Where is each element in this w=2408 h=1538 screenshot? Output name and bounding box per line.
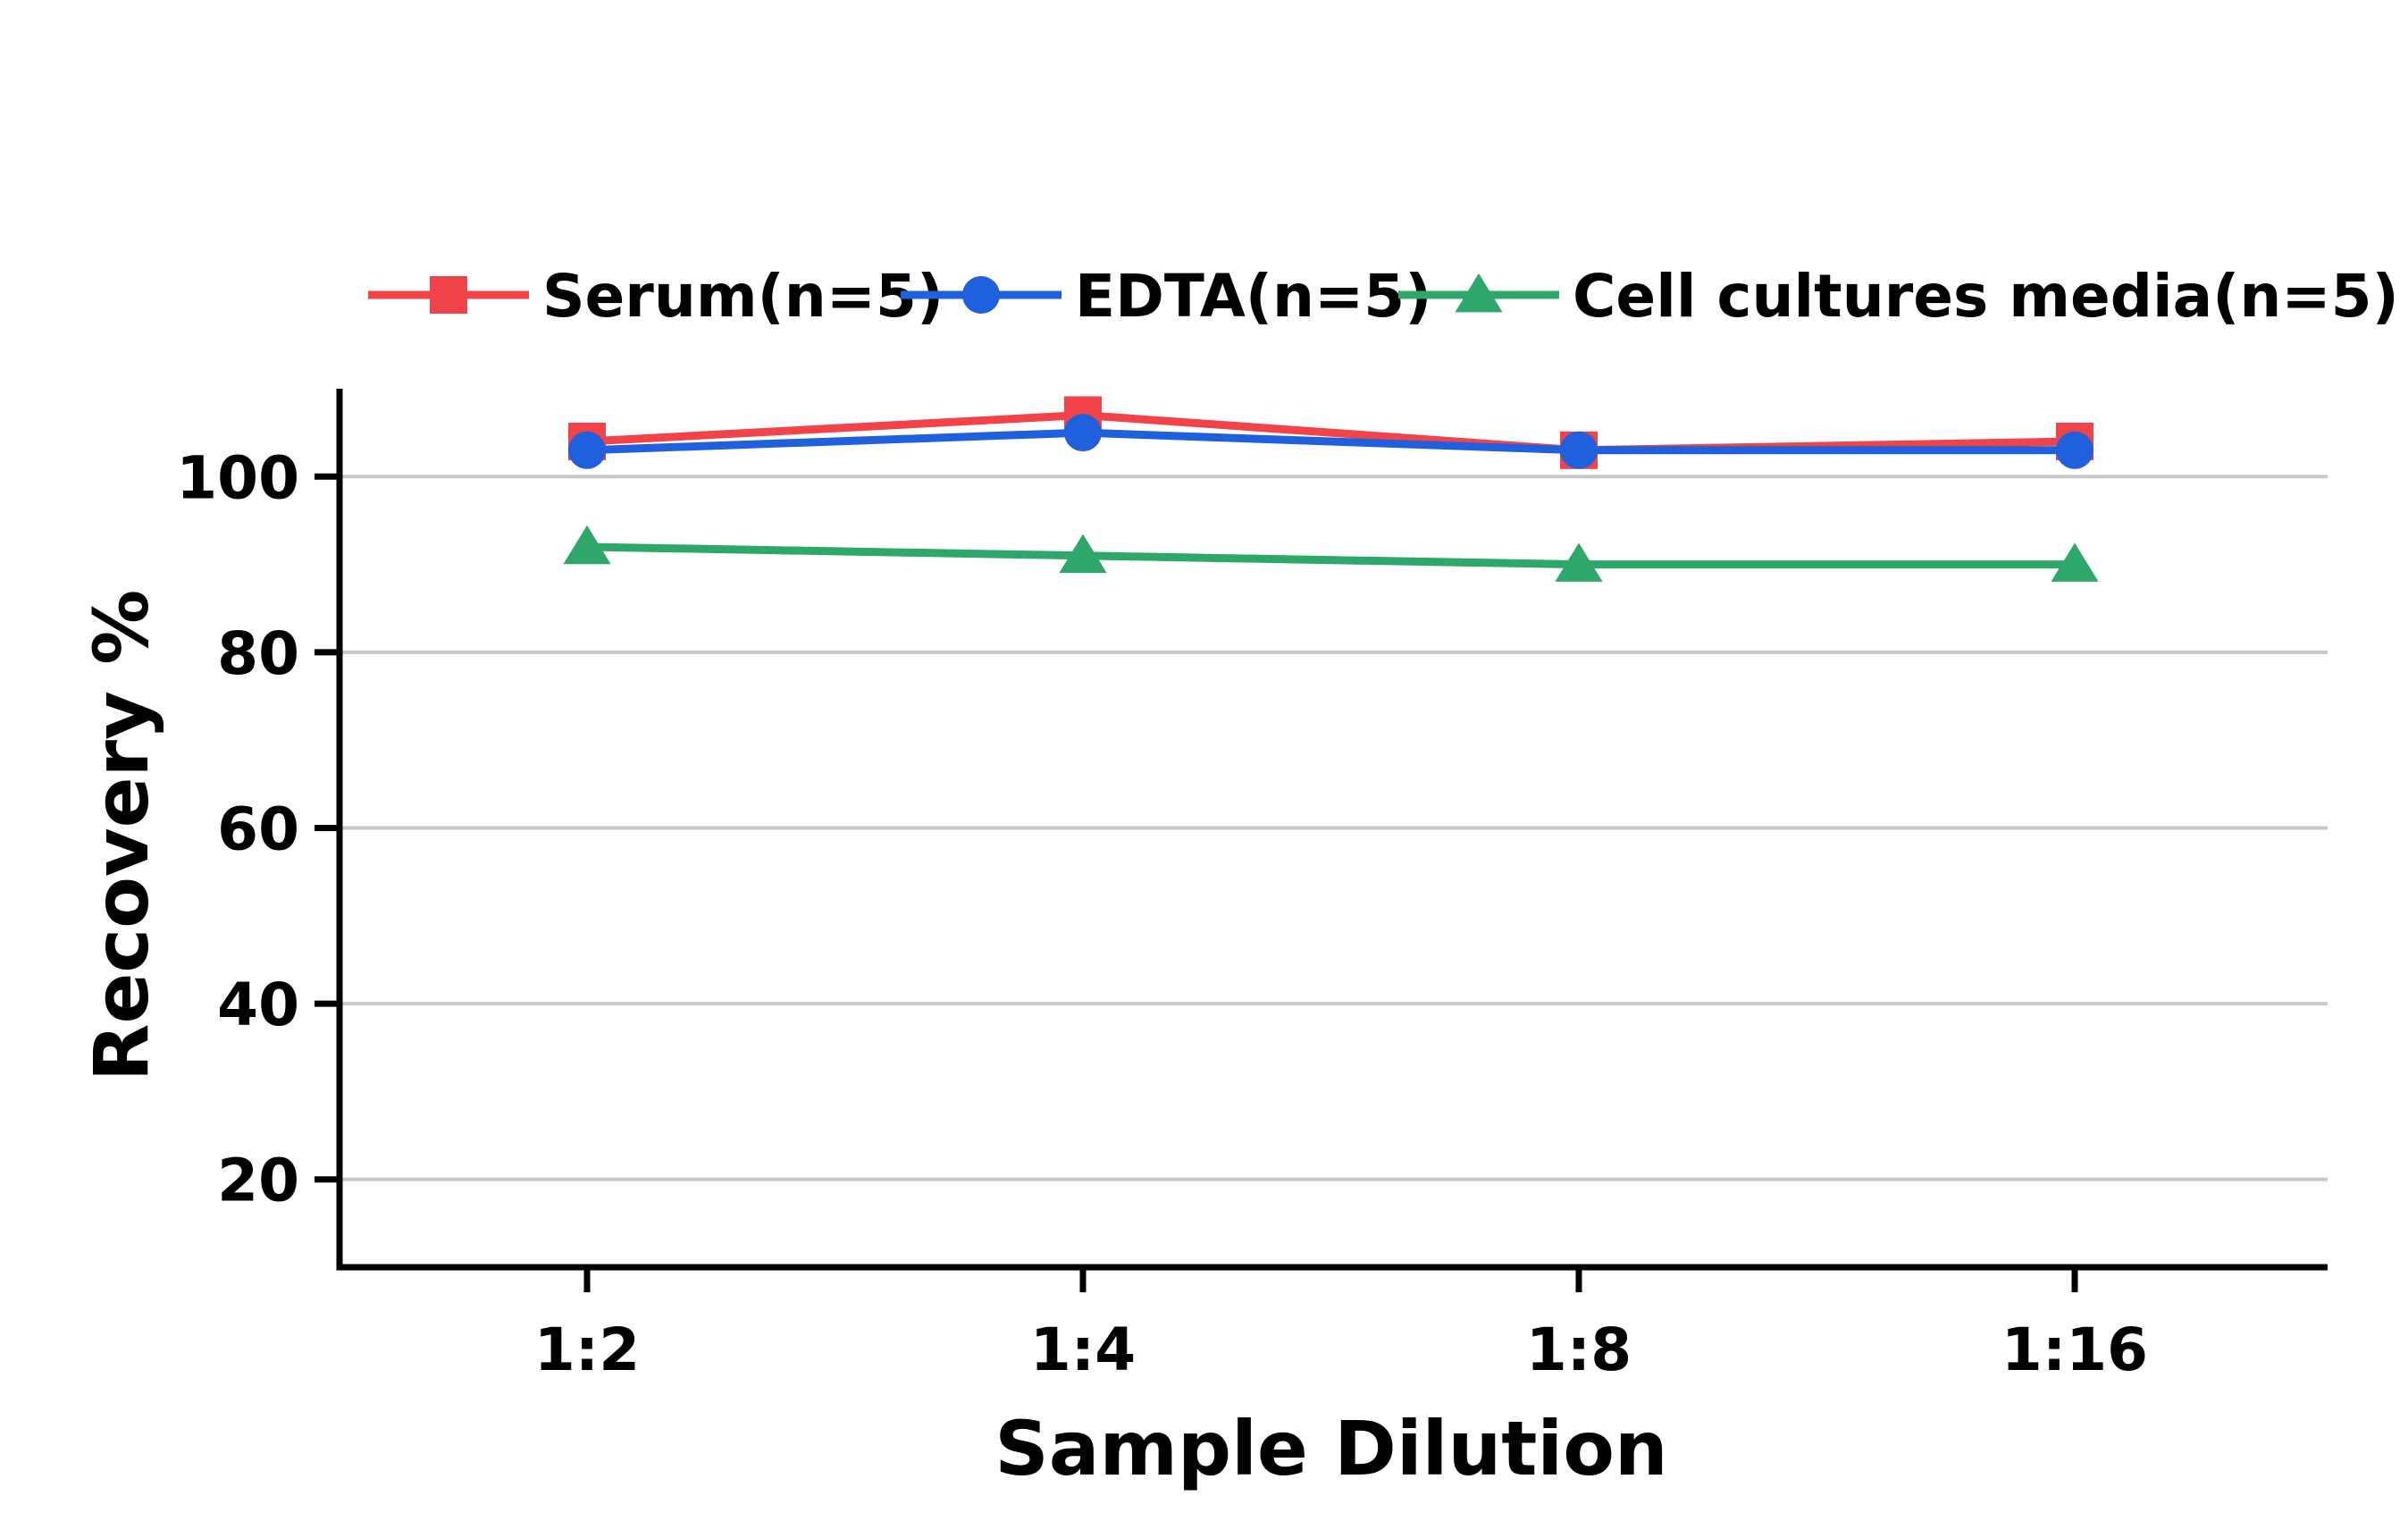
data-point: [1059, 534, 1107, 574]
y-tick-label: 60: [217, 795, 299, 864]
legend-label: Cell cultures media(n=5): [1573, 262, 2399, 331]
data-point: [2051, 542, 2099, 582]
legend-item: Cell cultures media(n=5): [1398, 262, 2399, 331]
y-tick-label: 40: [217, 971, 299, 1039]
legend-label: Serum(n=5): [542, 262, 944, 331]
legend-item: Serum(n=5): [368, 262, 944, 331]
data-point: [568, 431, 606, 469]
y-tick-label: 100: [176, 443, 299, 512]
series-line: [586, 428, 2075, 455]
data-point: [2056, 431, 2093, 469]
y-tick-label: 80: [217, 619, 299, 688]
data-point: [563, 525, 611, 565]
x-axis-title: Sample Dilution: [994, 1405, 1667, 1492]
series-1: [568, 396, 2093, 469]
y-tick-label: 20: [217, 1147, 299, 1215]
data-point: [1555, 542, 1603, 582]
x-tick-label: 1:4: [1030, 1315, 1136, 1384]
y-axis-title: Recovery %: [78, 590, 165, 1081]
x-tick-label: 1:8: [1526, 1315, 1632, 1384]
legend-item: EDTA(n=5): [901, 262, 1431, 331]
x-tick-label: 1:2: [534, 1315, 640, 1384]
series-3: [563, 525, 2099, 582]
axes: 20 40 60 80 100 1:2 1:4 1:8 1:16: [176, 389, 2328, 1384]
data-point: [1064, 414, 1102, 452]
x-tick-label: 1:16: [2001, 1315, 2148, 1384]
series-line: [586, 542, 2075, 569]
legend-swatch-marker: [430, 276, 467, 314]
legend: Serum(n=5) EDTA(n=5) Cell cultures media(n…: [368, 262, 2399, 331]
series-2: [568, 414, 2093, 469]
data-point: [1560, 431, 1598, 469]
legend-swatch-marker: [962, 276, 1000, 314]
gridlines: [340, 475, 2328, 1181]
series: [563, 396, 2099, 582]
legend-swatch-marker: [1455, 273, 1503, 313]
series-line: [586, 410, 2076, 455]
legend-label: EDTA(n=5): [1075, 262, 1431, 331]
